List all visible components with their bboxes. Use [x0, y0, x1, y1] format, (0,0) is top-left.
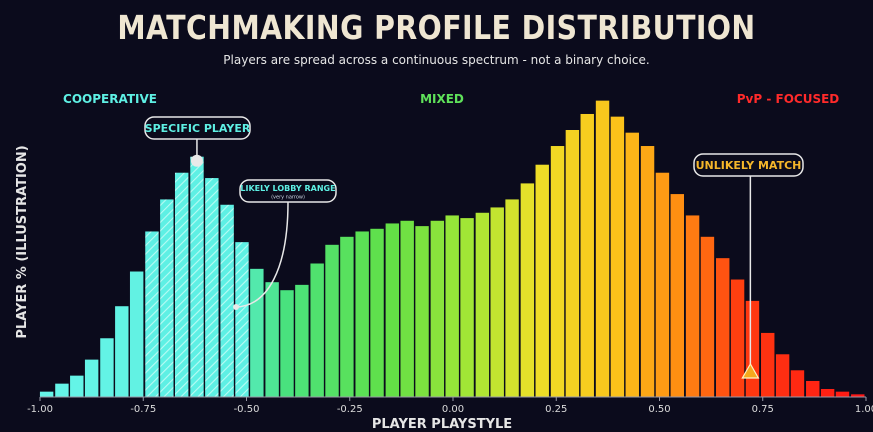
histogram-bar: [190, 156, 204, 397]
x-axis-tick-label: -0.25: [337, 404, 363, 415]
zone-label-pvp: PvP - FOCUSED: [737, 92, 840, 106]
lobby-range-leader: [235, 201, 289, 308]
zone-label-cooperative: COOPERATIVE: [63, 92, 157, 106]
histogram-bar: [655, 172, 670, 397]
histogram-bar: [295, 284, 309, 397]
histogram-bar: [280, 290, 294, 397]
histogram-bar: [160, 199, 174, 397]
x-axis-tick-label: 0.75: [752, 404, 774, 415]
histogram-bar: [205, 178, 219, 397]
zone-label-mixed: MIXED: [420, 92, 464, 106]
histogram-bar: [400, 220, 414, 397]
x-axis-ticks: -1.00 -0.75 -0.50 -0.25 0.00 0.25 0.50 0.75 1.00: [27, 397, 873, 415]
histogram-bar: [670, 194, 684, 397]
histogram-bar: [115, 306, 129, 397]
histogram-bar: [325, 244, 339, 397]
specific-player-label: SPECIFIC PLAYER: [145, 122, 251, 135]
page-title: MATCHMAKING PROFILE DISTRIBUTION: [117, 8, 756, 47]
histogram-bar: [250, 268, 264, 397]
histogram-bar: [445, 215, 459, 397]
lobby-range-label: LIKELY LOBBY RANGE: [240, 184, 335, 193]
histogram-bar: [475, 212, 490, 397]
histogram-bar: [685, 215, 700, 397]
x-axis-tick-label: 0.00: [442, 404, 464, 415]
specific-player-marker: [190, 154, 203, 167]
histogram-bar: [745, 300, 760, 397]
x-axis-tick-label: 0.25: [545, 404, 567, 415]
histogram-bar: [145, 231, 159, 397]
histogram-bar: [385, 223, 400, 397]
specific-player-callout: SPECIFIC PLAYER: [144, 116, 251, 167]
histogram-bar: [535, 164, 549, 397]
x-axis-tick-label: -0.75: [130, 404, 156, 415]
histogram-bar: [610, 116, 625, 398]
histogram-bar: [415, 226, 429, 397]
histogram-bar: [640, 146, 655, 397]
unlikely-match-callout: UNLIKELY MATCH: [693, 153, 804, 379]
histogram-bars: [39, 100, 865, 398]
histogram-bar: [775, 354, 790, 397]
unlikely-match-marker: [741, 362, 760, 379]
x-axis-title: PLAYER PLAYSTYLE: [372, 417, 512, 432]
histogram-bar: [310, 263, 324, 397]
histogram-bar: [174, 172, 189, 397]
histogram-bar: [84, 359, 99, 397]
histogram-bar: [430, 220, 445, 397]
histogram-bar: [851, 394, 865, 397]
histogram-bar: [520, 183, 535, 397]
histogram-bar: [129, 271, 144, 397]
histogram-bar: [730, 279, 745, 397]
lobby-range-sublabel: (very narrow): [271, 195, 305, 201]
histogram-bar: [70, 375, 84, 397]
x-axis-tick-label: 0.50: [648, 404, 670, 415]
histogram-bar: [460, 218, 474, 397]
histogram-bar: [790, 370, 805, 397]
unlikely-match-badge: [693, 153, 804, 177]
histogram-bar: [370, 228, 384, 397]
lobby-range-callout: LIKELY LOBBY RANGE (very narrow): [233, 179, 337, 310]
x-axis-tick-label: 1.00: [855, 404, 873, 415]
histogram-bar: [505, 199, 519, 397]
histogram-bar: [355, 231, 369, 397]
x-axis-tick-label: -1.00: [27, 404, 53, 415]
histogram-bar: [265, 282, 279, 397]
histogram-bar: [565, 130, 580, 397]
histogram-bar: [55, 383, 69, 397]
histogram-bar: [595, 100, 610, 397]
histogram-bar: [761, 332, 775, 397]
specific-player-badge: [144, 116, 251, 140]
histogram-bar: [716, 258, 730, 397]
histogram-bar: [220, 204, 234, 397]
unlikely-match-label: UNLIKELY MATCH: [696, 159, 802, 172]
histogram-bar: [39, 391, 54, 397]
histogram-bar: [100, 338, 114, 397]
histogram-bar: [490, 207, 504, 397]
lobby-range-badge: [239, 179, 337, 203]
histogram-bar: [700, 236, 715, 397]
histogram-bar: [806, 380, 820, 397]
histogram-bar: [835, 391, 850, 397]
histogram-bar: [340, 236, 354, 397]
histogram-bar: [580, 113, 594, 397]
histogram-bar: [550, 146, 565, 397]
histogram-bar: [820, 388, 835, 397]
histogram-bar: [235, 242, 249, 397]
page-subtitle: Players are spread across a continuous s…: [223, 53, 650, 67]
y-axis-title: PLAYER % (ILLUSTRATION): [15, 145, 30, 338]
x-axis-tick-label: -0.50: [234, 404, 260, 415]
histogram-bar: [625, 132, 639, 398]
lobby-range-marker: [233, 304, 239, 310]
